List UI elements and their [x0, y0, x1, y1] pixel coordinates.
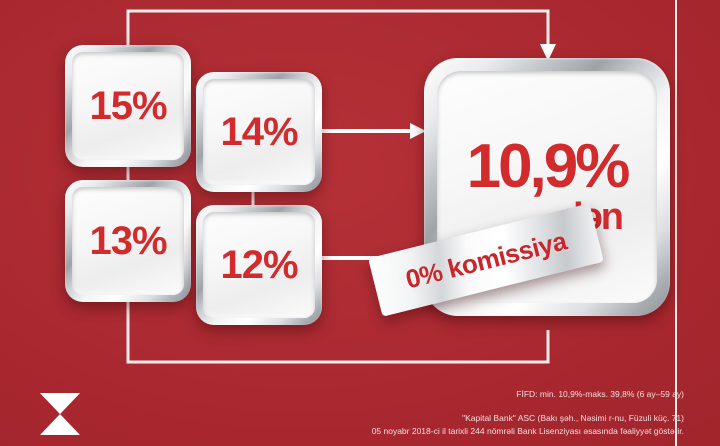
arrow-top — [540, 44, 556, 61]
arrow-mid-14 — [410, 123, 426, 139]
legal-fine-print: FİFD: min. 10,9%-maks. 39,8% (6 ay–59 ay… — [372, 388, 684, 438]
rate-box-14-label: 14% — [220, 109, 298, 154]
kapital-bank-logo-icon — [40, 393, 80, 435]
fine-print-line-3: 05 noyabr 2018-ci il tarixli 244 nömrəli… — [371, 425, 684, 436]
main-rate-value: 10,9% — [466, 131, 631, 201]
fine-print-line-1: FİFD: min. 10,9%-maks. 39,8% (6 ay–59 ay… — [516, 389, 684, 400]
main-rate-content: 10,9% -dən — [424, 131, 670, 236]
rate-box-12: 12% — [196, 205, 322, 325]
rate-box-13: 13% — [65, 180, 191, 302]
fine-print-line-2: "Kapital Bank" ASC (Bakı şəh., Nəsimi r-… — [462, 412, 684, 423]
path-bottom — [126, 262, 550, 364]
rate-box-12-label: 12% — [220, 242, 298, 287]
rate-box-14: 14% — [196, 72, 322, 192]
rate-box-15: 15% — [65, 45, 191, 167]
rate-box-13-label: 13% — [89, 218, 167, 263]
rate-box-15-label: 15% — [89, 83, 167, 128]
